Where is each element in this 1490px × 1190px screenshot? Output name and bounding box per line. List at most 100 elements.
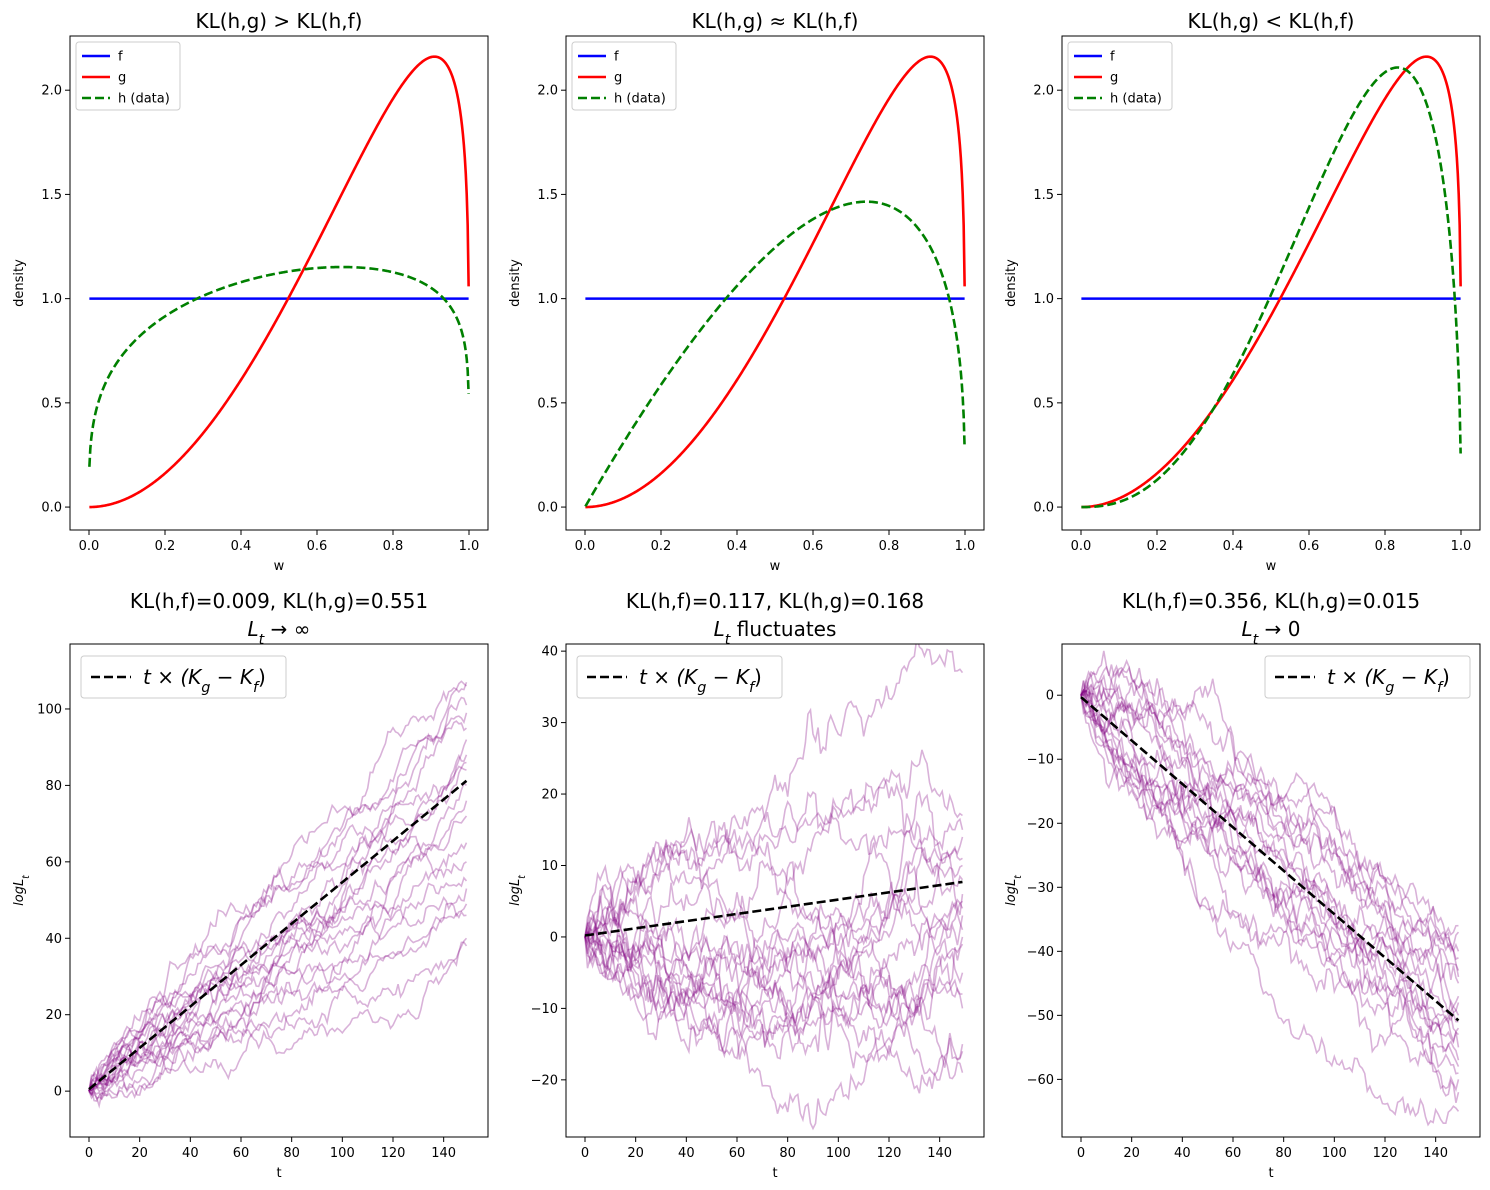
panel-title: KL(h,f)=0.356, KL(h,g)=0.015 <box>1122 589 1420 613</box>
math-part: L <box>714 617 725 641</box>
y-axis-label: logLt <box>508 875 528 906</box>
x-tick-label: 120 <box>1373 1146 1398 1161</box>
simulated-path <box>584 749 963 938</box>
y-tick-label: −20 <box>1027 817 1054 832</box>
x-tick-label: 60 <box>233 1146 250 1161</box>
simulated-path <box>584 825 963 938</box>
legend-box <box>80 655 287 699</box>
series-line-hdata <box>88 265 470 467</box>
x-tick-label: 60 <box>729 1146 746 1161</box>
y-tick-label: 80 <box>45 779 62 794</box>
simulated-path <box>88 888 468 1092</box>
plot-area <box>88 680 468 1109</box>
y-tick-label: −10 <box>1027 753 1054 768</box>
simulated-path <box>584 922 964 1069</box>
simulated-path <box>584 895 963 1021</box>
simulated-path <box>584 790 964 938</box>
x-tick-label: 0.4 <box>727 539 748 554</box>
simulated-path <box>584 824 964 1036</box>
simulated-path <box>88 842 468 1096</box>
y-tick-label: 20 <box>45 1008 62 1023</box>
math-part: ) <box>258 665 266 689</box>
series-line-hdata <box>1081 66 1462 509</box>
y-tick-label: 30 <box>541 716 558 731</box>
x-tick-label: 40 <box>182 1146 199 1161</box>
x-tick-label: 0.6 <box>803 539 824 554</box>
panel-5: 0 20 40 60 80 100 120 140−20−10010203040tlogLtK… <box>508 589 985 1181</box>
y-axis-label: density <box>508 259 523 307</box>
simulated-path <box>1080 695 1460 1015</box>
x-tick-label: 20 <box>1123 1146 1140 1161</box>
panel-2: 0.0 0.2 0.4 0.6 0.8 1.0 0.0 0.5 1.0 1.5 2.0 w densit… <box>508 9 985 574</box>
x-tick-label: 0 <box>1077 1146 1085 1161</box>
y-tick-label: 40 <box>45 932 62 947</box>
x-tick-label: 0.8 <box>879 539 900 554</box>
math-subscript: f <box>253 680 260 696</box>
simulated-path <box>584 936 964 1131</box>
simulated-path <box>88 876 468 1101</box>
y-tick-label: 1.5 <box>1033 188 1054 203</box>
math-subscript: t <box>1253 632 1260 648</box>
x-tick-label: 100 <box>826 1146 851 1161</box>
panel-6: 0 20 40 60 80 100 120 140−60−50−40−30−20−100tlo… <box>1004 589 1481 1181</box>
series-line-g <box>89 55 470 509</box>
math-subscript: t <box>725 632 732 648</box>
x-tick-label: 1.0 <box>955 539 976 554</box>
legend-label: g <box>118 71 126 86</box>
x-tick-label: 1.0 <box>1451 539 1472 554</box>
y-tick-label: 0 <box>1046 689 1054 704</box>
simulated-path <box>88 681 468 1101</box>
x-tick-label: 80 <box>779 1146 796 1161</box>
x-tick-label: 0.0 <box>79 539 100 554</box>
math-subscript: t <box>259 632 266 648</box>
simulated-path <box>1080 693 1460 973</box>
math-part: − K <box>1394 665 1438 689</box>
panel-title: KL(h,g) < KL(h,f) <box>1187 9 1354 33</box>
math-part: − K <box>210 665 254 689</box>
mean-drift-line <box>88 779 468 1091</box>
panel-4: 0 20 40 60 80 100 120 140020406080100tlogLtKL(h… <box>12 589 489 1181</box>
legend-label: t × (Kg − Kf) <box>143 665 266 696</box>
simulated-path <box>88 720 467 1092</box>
y-tick-label: 100 <box>37 702 62 717</box>
y-axis-label: density <box>1004 259 1019 307</box>
y-tick-label: −30 <box>1027 881 1054 896</box>
simulated-path <box>1080 694 1460 1127</box>
math-subscript: f <box>749 680 756 696</box>
simulated-path <box>1080 695 1460 1068</box>
legend-label: t × (Kg − Kf) <box>639 665 762 696</box>
x-tick-label: 120 <box>381 1146 406 1161</box>
x-tick-label: 0.8 <box>383 539 404 554</box>
math-part: fluctuates <box>730 617 836 641</box>
x-tick-label: 0.2 <box>651 539 672 554</box>
simulated-path <box>1080 658 1459 942</box>
legend-label: f <box>118 50 123 65</box>
x-tick-label: 1.0 <box>459 539 480 554</box>
math-part: t × (K <box>1327 665 1387 689</box>
x-tick-label: 80 <box>283 1146 300 1161</box>
simulated-path <box>584 901 964 1039</box>
legend-box <box>576 655 783 699</box>
x-tick-label: 0.4 <box>1223 539 1244 554</box>
x-axis-label: t <box>276 1166 281 1181</box>
panel-subtitle: Lt → 0 <box>1241 617 1300 648</box>
x-axis-label: w <box>274 559 285 574</box>
math-part: t × (K <box>639 665 699 689</box>
y-tick-label: 1.0 <box>537 292 558 307</box>
y-tick-label: 40 <box>541 645 558 660</box>
series-line-hdata <box>584 200 966 508</box>
series-line-g <box>585 55 966 509</box>
simulated-path <box>88 696 468 1109</box>
x-tick-label: 60 <box>1225 1146 1242 1161</box>
simulated-path <box>584 913 964 1030</box>
x-tick-label: 40 <box>1174 1146 1191 1161</box>
simulated-path <box>88 937 468 1092</box>
legend-label: h (data) <box>614 92 666 107</box>
simulated-path <box>1080 694 1460 1045</box>
y-tick-label: −10 <box>531 1002 558 1017</box>
x-axis-label: w <box>770 559 781 574</box>
simulated-path <box>88 766 467 1092</box>
x-tick-label: 0.6 <box>307 539 328 554</box>
y-tick-label: −60 <box>1027 1073 1054 1088</box>
